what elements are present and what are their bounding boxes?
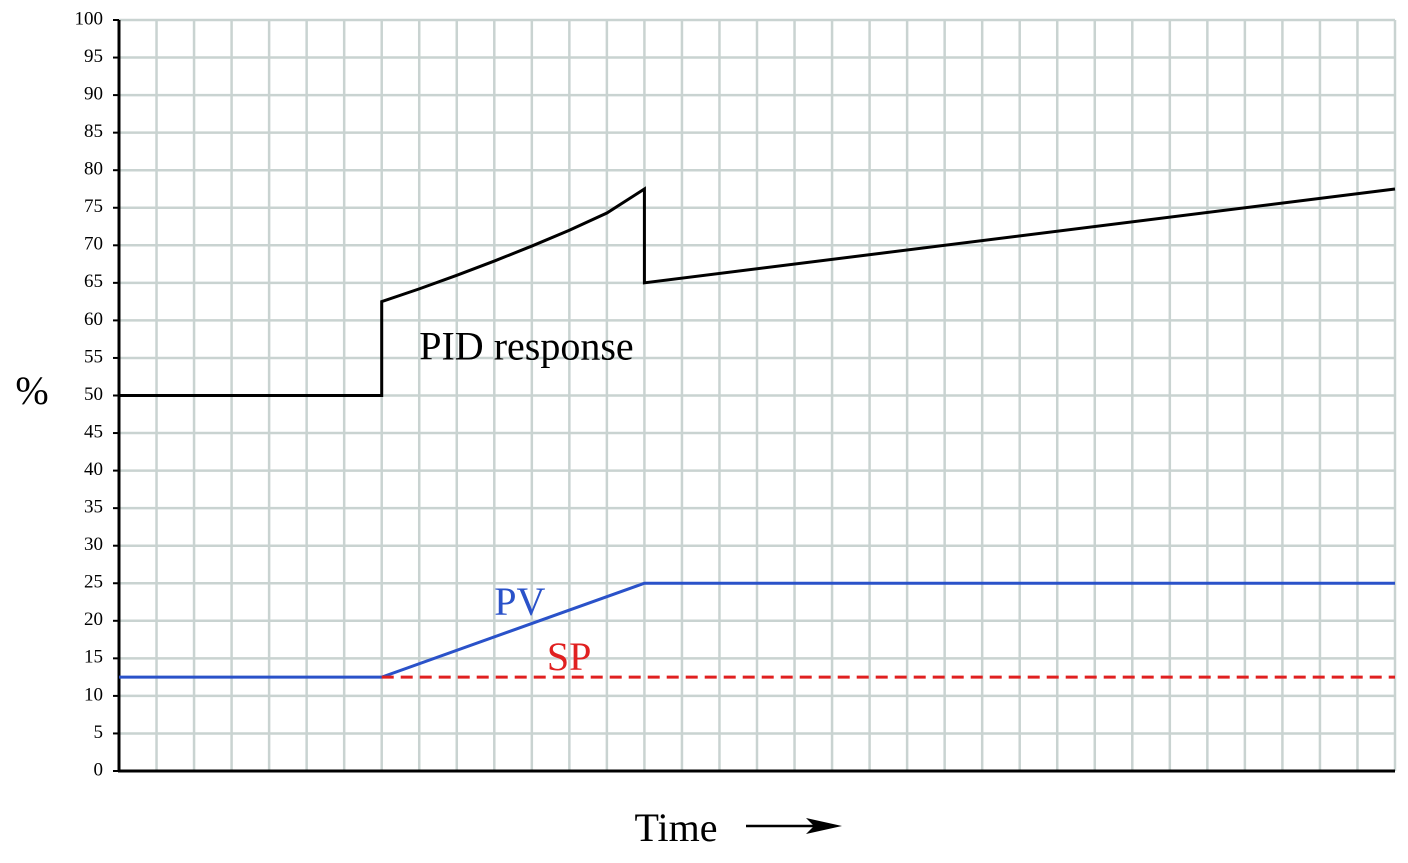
y-tick-label: 85 bbox=[84, 121, 103, 142]
y-tick-label: 55 bbox=[84, 346, 103, 367]
y-tick-label: 50 bbox=[84, 384, 103, 405]
annotation-sp: SP bbox=[547, 634, 592, 679]
y-tick-label: 100 bbox=[75, 8, 104, 29]
y-tick-labels: 0 5 10 15 20 25 30 35 40 45 50 55 60 65 70 75 80 85 90 95 10… bbox=[75, 8, 119, 780]
y-tick-label: 40 bbox=[84, 459, 103, 480]
y-tick-label: 5 bbox=[94, 722, 104, 743]
y-tick-label: 80 bbox=[84, 159, 103, 180]
y-tick-label: 35 bbox=[84, 497, 103, 518]
y-tick-label: 65 bbox=[84, 271, 103, 292]
y-tick-label: 20 bbox=[84, 609, 103, 630]
y-tick-label: 95 bbox=[84, 46, 103, 67]
y-tick-label: 60 bbox=[84, 309, 103, 330]
y-tick-label: 10 bbox=[84, 684, 103, 705]
chart-series bbox=[119, 186, 1396, 679]
x-axis-label: Time bbox=[634, 805, 717, 850]
y-tick-label: 15 bbox=[84, 647, 103, 668]
annotation-pv: PV bbox=[494, 579, 545, 624]
series-line-pid-response bbox=[119, 186, 1396, 397]
y-tick-label: 90 bbox=[84, 83, 103, 104]
y-tick-label: 70 bbox=[84, 234, 103, 255]
y-tick-label: 0 bbox=[94, 759, 104, 780]
y-tick-label: 75 bbox=[84, 196, 103, 217]
series-line-pv bbox=[119, 581, 1395, 679]
y-axis-label: % bbox=[15, 368, 48, 413]
y-tick-label: 45 bbox=[84, 421, 103, 442]
annotation-pid-response: PID response bbox=[419, 324, 633, 369]
y-tick-label: 25 bbox=[84, 572, 103, 593]
time-arrow-icon bbox=[746, 818, 842, 834]
y-tick-label: 30 bbox=[84, 534, 103, 555]
